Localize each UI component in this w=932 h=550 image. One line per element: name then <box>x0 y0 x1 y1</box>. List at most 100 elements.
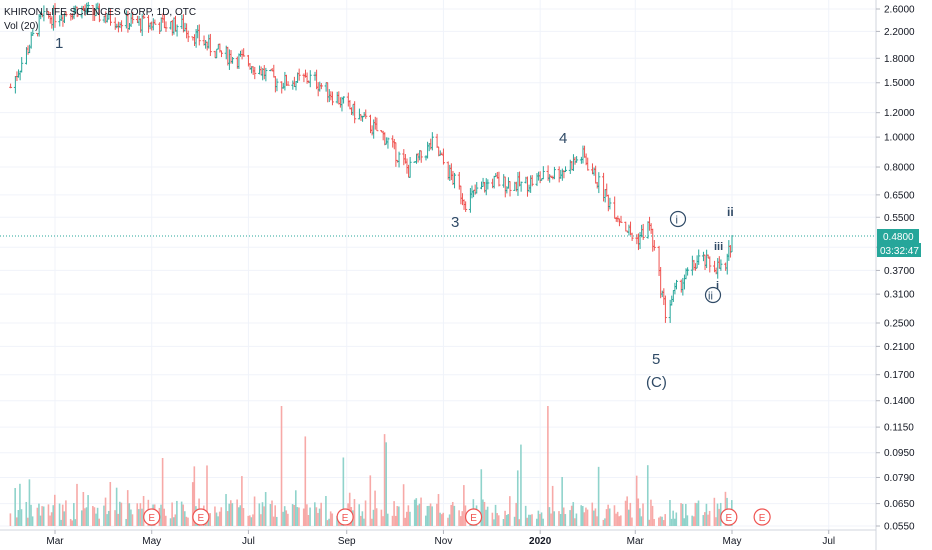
volume-bar <box>708 510 711 526</box>
volume-bar <box>87 495 89 526</box>
volume-bar <box>61 504 64 526</box>
volume-bar <box>664 514 667 526</box>
volume-bar <box>253 496 256 526</box>
volume-bar <box>642 503 644 526</box>
y-tick-label: 0.2500 <box>884 318 915 329</box>
wave-label-5[interactable]: 5 <box>652 351 660 368</box>
volume-bar <box>572 502 575 526</box>
volume-bar <box>136 503 139 526</box>
volume-bar <box>191 482 194 526</box>
volume-bar <box>407 505 410 526</box>
volume-bar <box>291 504 294 526</box>
volume-bar <box>396 506 399 526</box>
wave-label-4[interactable]: 4 <box>559 130 567 147</box>
earnings-marker[interactable]: E <box>192 508 210 526</box>
wave-label-iii[interactable]: ii <box>727 205 734 219</box>
wave-label-1[interactable]: 1 <box>55 35 63 52</box>
volume-bar <box>126 490 129 526</box>
wave-label-c[interactable]: (C) <box>646 374 667 391</box>
volume-bar <box>264 492 267 526</box>
volume-bar <box>15 517 18 526</box>
volume-bar <box>463 485 465 526</box>
price-axis[interactable]: 2.6000 2.2000 1.8000 1.5000 1.2000 1.0000 0.80… <box>876 5 915 533</box>
earnings-marker[interactable]: E <box>464 508 483 526</box>
volume-bar <box>686 515 689 526</box>
volume-bar <box>528 514 530 526</box>
volume-bar <box>361 511 364 526</box>
volume-bar <box>315 507 318 526</box>
volume-bar <box>594 508 597 526</box>
volume-bar <box>713 497 716 526</box>
last-price-tag <box>877 229 919 243</box>
volume-bar <box>293 504 296 526</box>
volume-bar <box>405 511 408 526</box>
volume-bar <box>85 507 88 526</box>
volume-bar <box>637 498 640 526</box>
earnings-marker-label: E <box>198 513 205 524</box>
volume-bar <box>9 513 12 526</box>
volume-bar <box>76 483 78 526</box>
volume-bar <box>17 510 20 526</box>
volume-bar <box>247 515 250 526</box>
volume-bars <box>9 406 733 526</box>
volume-bar <box>440 514 443 526</box>
wave-label-circled-ii[interactable]: ii <box>708 291 713 303</box>
time-axis[interactable]: Mar May Jul Sep Nov 2020 Mar May Jul <box>46 530 835 547</box>
earnings-marker-circle <box>464 508 483 526</box>
earnings-marker[interactable]: E <box>143 508 161 526</box>
volume-bar <box>38 503 40 526</box>
volume-indicator-label[interactable]: Vol (20) <box>4 21 38 32</box>
earnings-marker[interactable]: E <box>336 508 354 526</box>
volume-bar <box>164 515 167 526</box>
y-tick-label: 1.0000 <box>884 133 915 144</box>
volume-bar <box>272 516 275 526</box>
volume-bar <box>309 507 311 526</box>
volume-bar <box>109 481 112 526</box>
volume-bar <box>161 457 164 526</box>
y-tick-label: 0.1700 <box>884 370 915 381</box>
volume-bar <box>697 500 700 526</box>
volume-bar <box>393 501 395 526</box>
x-tick-label: Mar <box>627 536 645 547</box>
volume-bar <box>328 518 330 526</box>
volume-bar <box>702 515 705 526</box>
volume-bar <box>535 518 538 526</box>
wave-label-3[interactable]: 3 <box>451 214 459 231</box>
x-tick-label: Sep <box>338 536 356 547</box>
volume-bar <box>95 513 97 526</box>
volume-bar <box>107 510 110 526</box>
y-tick-label: 2.2000 <box>884 27 915 38</box>
volume-bar <box>583 512 586 526</box>
volume-bar <box>480 469 483 526</box>
volume-bar <box>106 514 108 526</box>
volume-bar <box>287 513 289 526</box>
volume-bar <box>607 504 609 526</box>
wave-label-small-ii[interactable]: i <box>716 280 719 292</box>
volume-bar <box>531 514 533 526</box>
elliott-wave-labels[interactable]: 1 3 4 5 (C) i ii iii i ii <box>55 35 734 391</box>
volume-bar <box>206 465 208 526</box>
volume-bar <box>218 511 221 526</box>
volume-bar <box>591 502 594 526</box>
volume-bar <box>672 510 674 526</box>
volume-bar <box>661 516 663 526</box>
earnings-marker[interactable]: E <box>720 508 738 526</box>
volume-bar <box>515 502 517 526</box>
earnings-marker-circle <box>720 508 738 526</box>
y-tick-label: 2.6000 <box>884 5 915 16</box>
wave-label-circled-i[interactable]: i <box>676 215 678 227</box>
volume-bar <box>385 442 387 526</box>
volume-bar <box>304 436 307 526</box>
y-tick-label: 0.8000 <box>884 163 915 174</box>
volume-bar <box>669 500 671 526</box>
volume-bar <box>326 520 329 526</box>
wave-label-small-i[interactable]: iii <box>714 241 723 253</box>
earnings-marker[interactable]: E <box>753 508 771 526</box>
volume-bar <box>239 505 242 526</box>
volume-bar <box>559 513 562 526</box>
earnings-marker-circle <box>192 508 210 526</box>
volume-bar <box>314 502 316 526</box>
volume-bar <box>497 515 500 526</box>
